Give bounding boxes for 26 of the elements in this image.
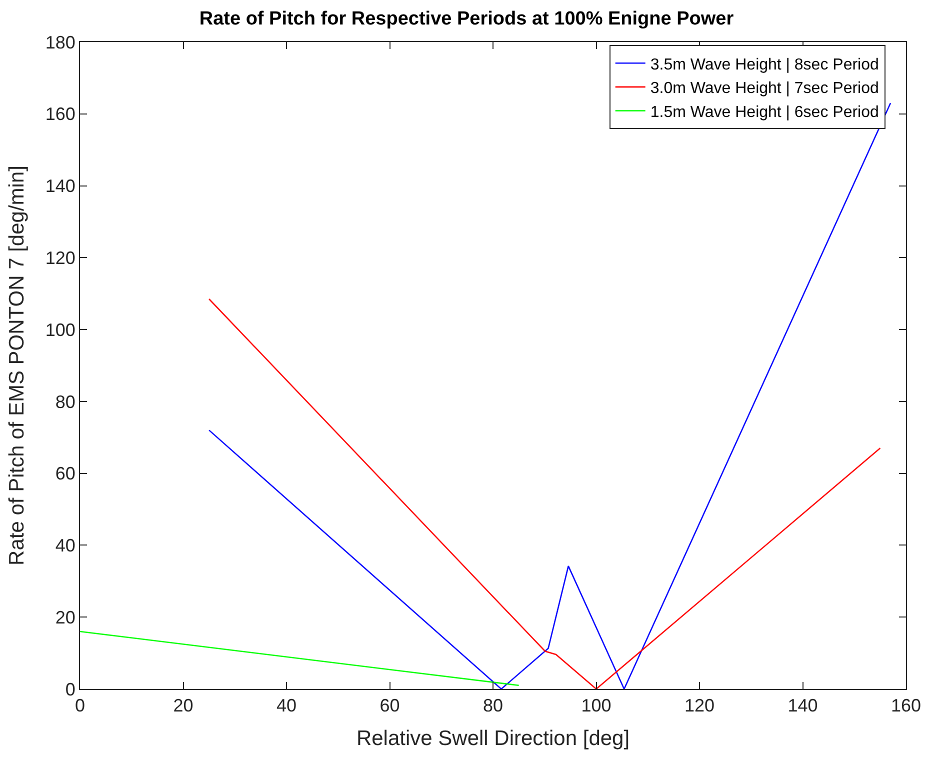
y-tick-label: 180 [45, 32, 76, 52]
x-tick-label: 20 [173, 696, 194, 716]
line-series [208, 298, 881, 689]
legend-label: 3.5m Wave Height | 8sec Period [650, 56, 879, 74]
y-tick-label: 80 [55, 392, 76, 412]
y-tick-label: 40 [55, 536, 76, 556]
y-tick-label: 0 [65, 679, 76, 700]
x-axis-title: Relative Swell Direction [deg] [356, 726, 630, 750]
y-tick-label: 60 [55, 464, 76, 484]
legend-label: 3.0m Wave Height | 7sec Period [650, 80, 879, 98]
y-tick-label: 100 [45, 320, 76, 340]
y-tick-label: 120 [45, 248, 76, 268]
chart-title: Rate of Pitch for Respective Periods at 100% Enigne Power [199, 8, 734, 30]
x-tick-label: 60 [380, 696, 400, 716]
x-tick-label: 80 [482, 696, 504, 716]
y-tick-label: 160 [45, 104, 76, 124]
legend-label: 1.5m Wave Height | 6sec Period [650, 104, 879, 121]
x-tick-label: 120 [684, 696, 715, 716]
x-tick-label: 140 [788, 696, 818, 716]
line-series [208, 102, 892, 689]
x-tick-label: 100 [581, 696, 612, 716]
y-axis-title: Rate of Pitch of EMS PONTON 7 [deg/min] [6, 166, 29, 566]
x-tick-label: 160 [890, 696, 922, 716]
y-tick-label: 20 [55, 607, 76, 628]
x-tick-label: 40 [276, 696, 297, 716]
y-tick-label: 140 [45, 176, 76, 196]
